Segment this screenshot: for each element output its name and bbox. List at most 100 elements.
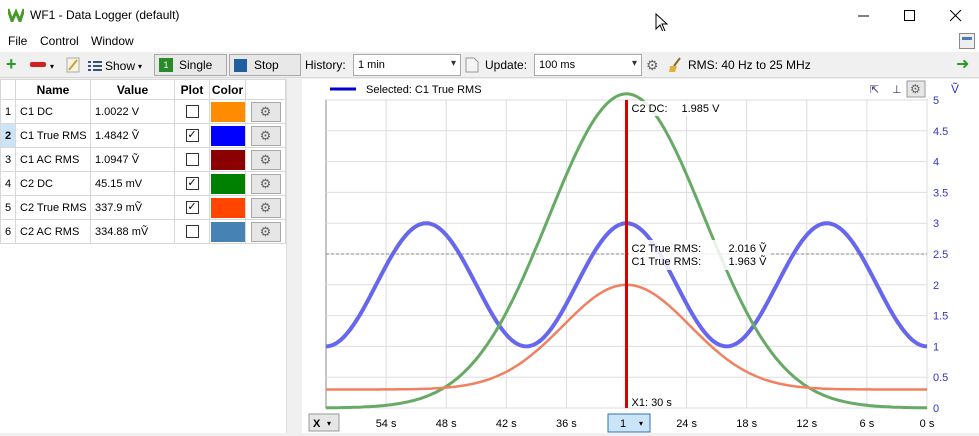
- table-row[interactable]: 6 C2 AC RMS 334.88 mṼ ⚙: [0, 219, 286, 244]
- gear-icon[interactable]: ⚙: [646, 57, 659, 73]
- color-swatch[interactable]: [210, 125, 245, 146]
- channel-settings-button[interactable]: ⚙: [250, 221, 281, 242]
- channel-name[interactable]: C1 True RMS: [15, 123, 91, 148]
- channel-settings-button[interactable]: ⚙: [250, 125, 281, 146]
- header-name[interactable]: Name: [15, 79, 91, 100]
- history-select[interactable]: 1 min ▾: [353, 54, 461, 76]
- gear-icon: ⚙: [259, 127, 272, 143]
- broom-icon[interactable]: [668, 57, 682, 73]
- table-row[interactable]: 4 C2 DC 45.15 mV ✓ ⚙: [0, 171, 286, 196]
- update-select[interactable]: 100 ms ▾: [534, 54, 642, 76]
- menu-control[interactable]: Control: [40, 34, 79, 48]
- update-value: 100 ms: [539, 59, 576, 71]
- header-value[interactable]: Value: [90, 79, 175, 100]
- channel-name[interactable]: C1 DC: [15, 99, 91, 124]
- menu-window[interactable]: Window: [91, 34, 134, 48]
- row-number[interactable]: 6: [0, 219, 16, 244]
- c2rms-readout-name: C2 True RMS:: [632, 243, 702, 255]
- arrow-right-icon[interactable]: ➜: [956, 56, 970, 73]
- channel-name[interactable]: C1 AC RMS: [15, 147, 91, 172]
- channel-settings-button[interactable]: ⚙: [250, 197, 281, 218]
- remove-dropdown-icon[interactable]: ▾: [50, 62, 55, 71]
- channel-settings-button[interactable]: ⚙: [250, 149, 281, 170]
- color-swatch[interactable]: [210, 197, 245, 218]
- plot-cell: ✓: [174, 195, 210, 220]
- x-tick-label: 54 s: [376, 418, 397, 430]
- channel-name[interactable]: C2 AC RMS: [15, 219, 91, 244]
- settings-cell: ⚙: [245, 123, 286, 148]
- update-label: Update:: [485, 58, 528, 72]
- plot-checkbox[interactable]: [185, 105, 199, 118]
- y-tick-label: 5: [933, 95, 939, 107]
- show-button[interactable]: Show ▾: [88, 56, 142, 76]
- toolbar: + ▾ Show ▾ 1 Single Stop History: 1 min …: [0, 52, 979, 78]
- table-row[interactable]: 2 C1 True RMS 1.4842 Ṽ ✓ ⚙: [0, 123, 286, 148]
- x-tick-label: 24 s: [676, 418, 697, 430]
- plot-checkbox[interactable]: ✓: [185, 201, 199, 214]
- single-button[interactable]: 1 Single: [154, 54, 227, 76]
- x-tick-label: 12 s: [796, 418, 817, 430]
- chevron-down-icon: ▾: [327, 419, 331, 428]
- y-tick-label: 4.5: [933, 126, 948, 138]
- plot-cell: [174, 147, 210, 172]
- rownum-header: [0, 79, 16, 100]
- color-swatch[interactable]: [210, 173, 245, 194]
- readout-bg: [629, 240, 770, 270]
- dock-icon[interactable]: [959, 33, 975, 49]
- minimize-button[interactable]: [841, 0, 887, 31]
- row-number[interactable]: 1: [0, 99, 16, 124]
- cursor-select-value: 1: [620, 418, 626, 430]
- header-color[interactable]: Color: [209, 79, 246, 100]
- color-swatch[interactable]: [210, 221, 245, 242]
- title-bar: WF1 - Data Logger (default): [0, 0, 979, 33]
- document-icon[interactable]: [465, 57, 479, 73]
- chevron-down-icon: ▾: [450, 58, 456, 69]
- edit-icon[interactable]: [66, 57, 80, 73]
- color-swatch[interactable]: [210, 149, 245, 170]
- table-row[interactable]: 3 C1 AC RMS 1.0947 Ṽ ⚙: [0, 147, 286, 172]
- header-plot[interactable]: Plot: [174, 79, 210, 100]
- gear-icon: ⚙: [259, 151, 272, 167]
- y-tick-label: 0.5: [933, 372, 948, 384]
- y-tick-label: 1: [933, 341, 939, 353]
- add-icon[interactable]: +: [6, 54, 17, 74]
- settings-cell: ⚙: [245, 99, 286, 124]
- channel-name[interactable]: C2 True RMS: [15, 195, 91, 220]
- single-label: Single: [179, 58, 213, 72]
- c1rms-readout-value: 1.963 Ṽ: [729, 255, 768, 268]
- table-row[interactable]: 1 C1 DC 1.0022 V ⚙: [0, 99, 286, 124]
- plot-checkbox[interactable]: [185, 153, 199, 166]
- row-number[interactable]: 5: [0, 195, 16, 220]
- plot-checkbox[interactable]: ✓: [185, 129, 199, 142]
- channel-value: 334.88 mṼ: [90, 219, 175, 244]
- row-number[interactable]: 2: [0, 123, 16, 148]
- cursor-tool-icon: ⇱: [870, 83, 879, 96]
- remove-icon[interactable]: [30, 62, 46, 67]
- maximize-icon: [904, 9, 915, 21]
- close-button[interactable]: [933, 0, 979, 31]
- plot-checkbox[interactable]: ✓: [185, 177, 199, 190]
- color-swatch[interactable]: [210, 101, 245, 122]
- plot-checkbox[interactable]: [185, 225, 199, 238]
- maximize-button[interactable]: [887, 0, 933, 31]
- gear-icon: ⚙: [259, 175, 272, 191]
- x-tick-label: 18 s: [736, 418, 757, 430]
- stop-label: Stop: [254, 58, 279, 72]
- table-row[interactable]: 5 C2 True RMS 337.9 mṼ ✓ ⚙: [0, 195, 286, 220]
- table-scrollbar[interactable]: [286, 79, 301, 433]
- x-axis-button-label: X: [313, 418, 321, 430]
- channel-settings-button[interactable]: ⚙: [250, 101, 281, 122]
- selected-series-label: Selected: C1 True RMS: [366, 84, 482, 96]
- stop-button[interactable]: Stop: [229, 54, 301, 76]
- color-cell: [209, 195, 246, 220]
- x-tick-label: 36 s: [556, 418, 577, 430]
- row-number[interactable]: 3: [0, 147, 16, 172]
- row-number[interactable]: 4: [0, 171, 16, 196]
- plot-cell: ✓: [174, 123, 210, 148]
- channel-name[interactable]: C2 DC: [15, 171, 91, 196]
- minimize-icon: [858, 15, 869, 16]
- readout-bg: [629, 101, 730, 116]
- channel-settings-button[interactable]: ⚙: [250, 173, 281, 194]
- menu-file[interactable]: File: [8, 34, 28, 48]
